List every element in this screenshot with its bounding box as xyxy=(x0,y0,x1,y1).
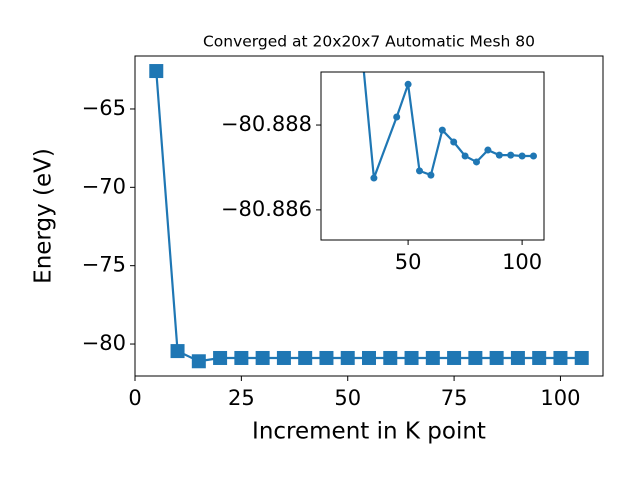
y-axis-label: Energy (eV) xyxy=(31,148,57,284)
marker xyxy=(404,350,419,365)
x-tick-label: 50 xyxy=(395,250,422,274)
marker xyxy=(362,350,376,365)
y-tick-label: −70 xyxy=(82,174,126,198)
marker xyxy=(518,152,526,160)
marker xyxy=(495,151,503,159)
y-tick-label: −80 xyxy=(82,331,126,355)
marker xyxy=(393,113,401,121)
chart-title: Converged at 20x20x7 Automatic Mesh 80 xyxy=(203,33,535,51)
marker xyxy=(532,350,547,365)
marker xyxy=(438,126,446,134)
marker xyxy=(427,171,435,179)
marker xyxy=(553,350,568,365)
plot-frame xyxy=(134,55,604,377)
marker xyxy=(234,350,249,365)
marker xyxy=(574,350,589,365)
marker xyxy=(383,350,398,365)
marker xyxy=(416,167,424,175)
marker xyxy=(370,174,378,182)
marker xyxy=(450,138,458,146)
marker xyxy=(319,350,334,365)
marker xyxy=(298,350,313,365)
marker xyxy=(276,350,291,365)
marker xyxy=(473,158,481,166)
marker xyxy=(484,146,492,154)
x-tick-label: 0 xyxy=(128,386,141,410)
y-tick-label: −75 xyxy=(82,253,126,277)
marker xyxy=(170,344,185,359)
y-tick-label: −80.888 xyxy=(221,112,312,136)
marker xyxy=(510,350,525,365)
y-tick-label: −65 xyxy=(82,96,126,120)
marker xyxy=(149,64,164,79)
marker xyxy=(213,350,228,365)
marker xyxy=(255,350,270,365)
marker xyxy=(507,151,515,159)
x-axis-label: Increment in K point xyxy=(252,419,486,445)
marker xyxy=(530,152,538,160)
marker xyxy=(461,152,469,160)
marker xyxy=(489,350,504,365)
marker xyxy=(340,350,355,365)
x-tick-label: 25 xyxy=(228,386,255,410)
x-tick-label: 50 xyxy=(334,386,361,410)
marker xyxy=(468,350,483,365)
marker xyxy=(191,354,206,369)
marker xyxy=(425,350,440,365)
y-tick-label: −80.886 xyxy=(221,197,312,221)
x-tick-label: 100 xyxy=(540,386,580,410)
plot-content xyxy=(149,64,589,369)
x-tick-label: 75 xyxy=(441,386,468,410)
marker xyxy=(404,80,412,88)
plot-content xyxy=(362,72,538,182)
x-tick-label: 100 xyxy=(502,250,542,274)
marker xyxy=(447,350,462,365)
plot-frame xyxy=(320,71,545,241)
